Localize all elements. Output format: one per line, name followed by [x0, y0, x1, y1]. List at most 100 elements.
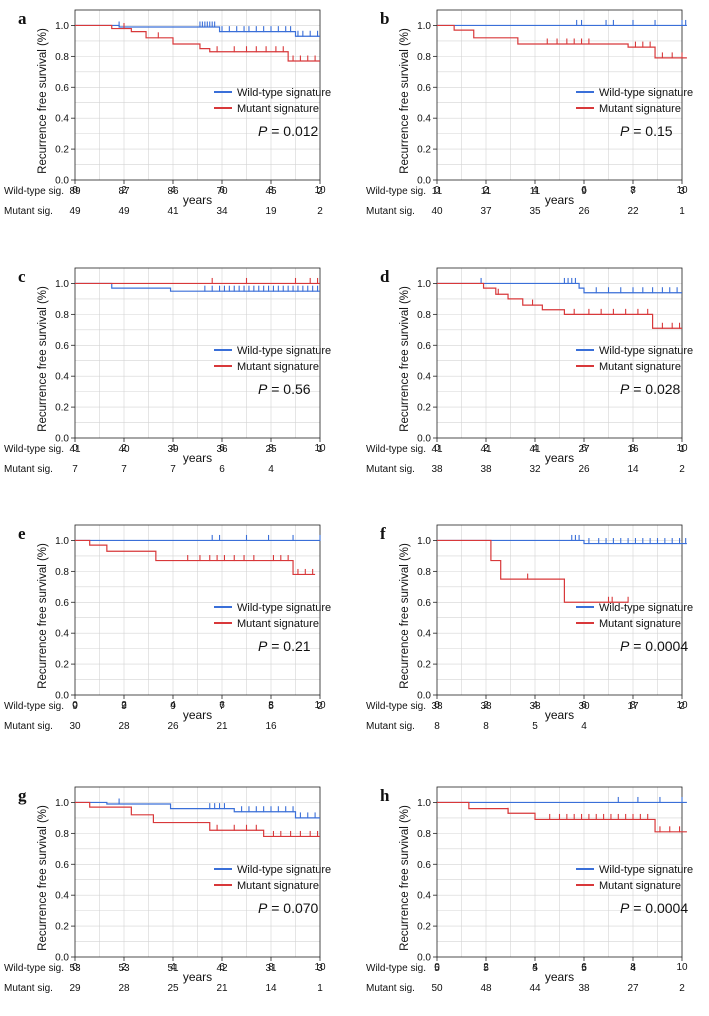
p-symbol: P: [258, 123, 268, 139]
y-tick-label: 1.0: [55, 536, 69, 547]
wild-type-curve: [437, 282, 682, 294]
p-number: = 0.028: [629, 381, 680, 397]
x-tick-label: 4: [170, 962, 176, 973]
panel-b: b 0.0 0.2 0.4 0.6 0.8 1.0 0 2 4 6 8 10 years Recurrenc…: [366, 9, 693, 217]
plot-frame: [436, 524, 683, 696]
x-tick-label: 4: [170, 700, 176, 711]
risk-count-mutant: 8: [483, 721, 489, 732]
risk-count-wild-type: 1: [317, 444, 323, 455]
risk-count-mutant: 30: [69, 721, 81, 732]
risk-count-mutant: 8: [434, 721, 440, 732]
x-tick-label: 10: [314, 185, 326, 196]
risk-count-wild-type: 7: [630, 186, 636, 197]
risk-row-label-wild-type: Wild-type sig.: [366, 963, 426, 974]
mutant-curve: [75, 801, 320, 838]
y-tick-label: 0.6: [417, 860, 431, 871]
risk-row-label-wild-type: Wild-type sig.: [4, 963, 64, 974]
risk-count-wild-type: 36: [216, 444, 228, 455]
y-tick-label: 1.0: [417, 798, 431, 809]
panel-a: a 0.0 0.2 0.4 0.6 0.8 1.0 0 2 4 6 8 10 years Recurrenc…: [4, 9, 331, 217]
p-symbol: P: [620, 123, 630, 139]
risk-count-mutant: 27: [627, 983, 639, 994]
risk-row-label-wild-type: Wild-type sig.: [4, 444, 64, 455]
y-tick-label: 0.4: [55, 891, 69, 902]
x-tick-label: 2: [483, 443, 489, 454]
risk-count-wild-type: 42: [216, 963, 228, 974]
risk-row-label-wild-type: Wild-type sig.: [4, 701, 64, 712]
risk-count-mutant: 29: [69, 983, 81, 994]
risk-count-wild-type: 16: [627, 444, 639, 455]
risk-count-wild-type: 5: [532, 963, 538, 974]
wild-type-curve: [75, 801, 320, 819]
x-tick-label: 2: [121, 962, 127, 973]
x-tick-label: 6: [581, 962, 587, 973]
panel-letter: g: [18, 786, 27, 805]
y-axis-label: Recurrence free survival (%): [399, 543, 411, 689]
x-axis-label: years: [545, 451, 574, 465]
risk-count-mutant: 28: [118, 983, 130, 994]
x-tick-label: 8: [268, 962, 274, 973]
legend-mutant-label: Mutant signature: [599, 103, 681, 115]
legend-wild-type-label: Wild-type signature: [237, 87, 331, 99]
x-tick-label: 0: [434, 962, 440, 973]
risk-row-label-mutant: Mutant sig.: [366, 983, 415, 994]
p-number: = 0.56: [267, 381, 310, 397]
panel-letter: c: [18, 267, 26, 286]
risk-count-wild-type: 41: [69, 444, 81, 455]
risk-count-wild-type: 25: [265, 444, 277, 455]
risk-row-label-wild-type: Wild-type sig.: [4, 186, 64, 197]
x-tick-label: 0: [434, 185, 440, 196]
y-axis-label: Recurrence free survival (%): [37, 805, 49, 951]
y-tick-label: 0.0: [417, 691, 431, 702]
legend-wild-type-label: Wild-type signature: [599, 345, 693, 357]
panel-letter: b: [380, 9, 389, 28]
risk-count-wild-type: 45: [265, 186, 277, 197]
y-tick-label: 0.4: [417, 891, 431, 902]
x-tick-label: 2: [483, 962, 489, 973]
p-number: = 0.070: [267, 900, 318, 916]
risk-count-wild-type: 11: [481, 186, 492, 197]
p-number: = 0.21: [267, 638, 310, 654]
risk-count-mutant: 25: [167, 983, 179, 994]
legend-wild-type-label: Wild-type signature: [599, 87, 693, 99]
y-tick-label: 1.0: [417, 21, 431, 32]
risk-count-mutant: 16: [265, 721, 277, 732]
x-axis-label: years: [545, 970, 574, 984]
x-tick-label: 8: [630, 443, 636, 454]
plot-frame: [436, 786, 683, 958]
legend-mutant-label: Mutant signature: [237, 618, 319, 630]
x-tick-label: 6: [219, 443, 225, 454]
panel-letter: e: [18, 524, 26, 543]
risk-count-wild-type: 4: [630, 963, 636, 974]
risk-count-wild-type: 3: [679, 186, 685, 197]
legend-wild-type-label: Wild-type signature: [237, 345, 331, 357]
y-tick-label: 0.8: [55, 52, 69, 63]
panel-c: c 0.0 0.2 0.4 0.6 0.8 1.0 0 2 4 6 8 10 years Recurrenc…: [4, 267, 331, 475]
y-tick-label: 0.0: [55, 953, 69, 964]
x-tick-label: 0: [72, 962, 78, 973]
x-tick-label: 10: [314, 700, 326, 711]
mutant-curve: [437, 539, 629, 603]
risk-count-wild-type: 86: [167, 186, 179, 197]
p-value: P = 0.070: [258, 900, 319, 916]
risk-count-wild-type: 53: [118, 963, 130, 974]
p-value: P = 0.0004: [620, 638, 688, 654]
y-tick-label: 0.0: [417, 434, 431, 445]
x-tick-label: 4: [532, 700, 538, 711]
y-tick-label: 0.0: [417, 953, 431, 964]
x-tick-label: 10: [676, 443, 688, 454]
risk-count-mutant: 2: [679, 464, 685, 475]
risk-count-wild-type: 40: [118, 444, 130, 455]
x-axis-label: years: [183, 708, 212, 722]
mutant-curve: [75, 24, 320, 62]
plot-frame: [74, 267, 321, 439]
panel-e: e 0.0 0.2 0.4 0.6 0.8 1.0 0 2 4 6 8 10 years Recurrenc…: [4, 524, 331, 732]
risk-count-wild-type: 1: [679, 444, 685, 455]
p-symbol: P: [620, 638, 630, 654]
plot-frame: [436, 9, 683, 181]
risk-count-mutant: 26: [578, 206, 590, 217]
risk-count-wild-type: 17: [627, 701, 639, 712]
risk-row-label-mutant: Mutant sig.: [4, 983, 53, 994]
legend-mutant-label: Mutant signature: [599, 880, 681, 892]
x-tick-label: 4: [532, 185, 538, 196]
